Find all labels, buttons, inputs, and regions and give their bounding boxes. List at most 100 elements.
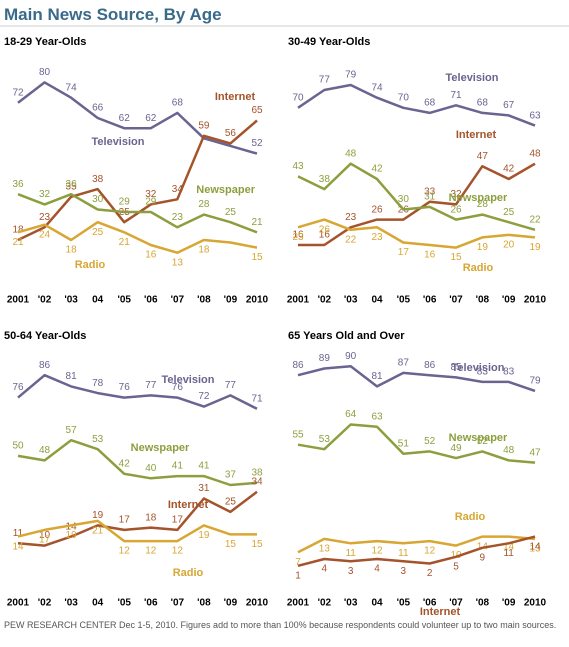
value-label: 89 (319, 353, 331, 364)
value-label: 21 (12, 237, 24, 248)
value-label: 1 (295, 570, 301, 581)
value-label: 86 (39, 360, 51, 371)
value-label: 83 (503, 367, 515, 378)
value-label: 3 (348, 566, 354, 577)
panel-title: 18-29 Year-Olds (4, 36, 86, 48)
series-name: Newspaper (449, 432, 508, 444)
series-line (297, 535, 536, 568)
series-name: Radio (463, 262, 494, 274)
value-label: 24 (39, 229, 51, 240)
series-name: Television (446, 72, 499, 84)
x-tick-label: 2010 (524, 295, 547, 306)
value-label: 14 (529, 541, 541, 552)
series-name: Newspaper (131, 442, 190, 454)
value-label: 62 (119, 113, 131, 124)
value-label: 38 (251, 467, 263, 478)
series-line (17, 81, 258, 155)
value-label: 74 (66, 82, 78, 93)
value-label: 26 (371, 204, 383, 215)
value-label: 68 (477, 98, 489, 109)
value-label: 30 (92, 194, 104, 205)
value-label: 16 (319, 230, 331, 241)
value-label: 12 (172, 546, 184, 557)
x-tick-label: '08 (197, 598, 211, 609)
value-label: 13 (319, 543, 331, 554)
value-label: 36 (66, 179, 78, 190)
value-label: 23 (371, 232, 383, 243)
value-label: 76 (172, 382, 184, 393)
value-label: 22 (345, 234, 357, 245)
value-label: 21 (119, 237, 131, 248)
value-label: 38 (319, 174, 331, 185)
value-label: 42 (371, 164, 383, 175)
series-line (17, 220, 258, 254)
value-label: 17 (39, 535, 51, 546)
value-label: 21 (92, 526, 104, 537)
value-label: 76 (119, 382, 131, 393)
value-label: 14 (66, 521, 78, 532)
value-label: 64 (345, 409, 357, 420)
x-tick-label: 2010 (524, 598, 547, 609)
series-line (297, 364, 536, 393)
value-label: 28 (477, 199, 489, 210)
value-label: 41 (172, 461, 184, 472)
value-label: 85 (450, 362, 462, 373)
x-tick-label: '02 (38, 598, 52, 609)
value-label: 32 (145, 189, 157, 200)
value-label: 81 (371, 371, 383, 382)
x-tick-label: 2001 (7, 295, 30, 306)
series-line (297, 218, 536, 249)
x-tick-label: 2001 (287, 295, 310, 306)
x-tick-label: 2010 (246, 598, 269, 609)
page-title: Main News Source, By Age (4, 5, 222, 24)
value-label: 22 (529, 214, 541, 225)
x-tick-label: 04 (371, 598, 383, 609)
value-label: 86 (424, 360, 436, 371)
series-name: Television (92, 136, 145, 148)
value-label: 14 (12, 541, 24, 552)
value-label: 11 (503, 548, 514, 559)
x-tick-label: 2010 (246, 295, 269, 306)
x-tick-label: '06 (423, 598, 437, 609)
x-tick-label: '07 (449, 598, 463, 609)
panel-title: 30-49 Year-Olds (288, 36, 370, 48)
value-label: 47 (529, 447, 541, 458)
value-label: 11 (13, 528, 24, 539)
value-label: 30 (398, 194, 410, 205)
value-label: 41 (198, 461, 210, 472)
value-label: 18 (66, 245, 78, 256)
value-label: 52 (477, 436, 489, 447)
series-line (17, 192, 258, 234)
series-line (17, 119, 258, 242)
series-line (17, 373, 258, 410)
value-label: 48 (503, 445, 515, 456)
value-label: 23 (172, 212, 184, 223)
value-label: 20 (503, 240, 515, 251)
value-label: 17 (172, 515, 184, 526)
x-tick-label: '07 (171, 598, 185, 609)
x-tick-label: '05 (117, 295, 131, 306)
value-label: 87 (398, 358, 410, 369)
value-label: 77 (319, 75, 331, 86)
value-label: 53 (92, 434, 104, 445)
value-label: 78 (92, 378, 104, 389)
series-name: Internet (215, 91, 256, 103)
value-label: 90 (345, 351, 357, 362)
value-label: 26 (319, 224, 331, 235)
value-label: 19 (477, 242, 489, 253)
x-tick-label: '02 (318, 295, 332, 306)
value-label: 68 (172, 98, 184, 109)
value-label: 79 (529, 376, 541, 387)
value-label: 15 (251, 539, 263, 550)
value-label: 77 (225, 380, 237, 391)
value-label: 2 (427, 568, 433, 579)
value-label: 29 (145, 197, 157, 208)
value-label: 67 (503, 100, 515, 111)
value-label: 12 (119, 546, 131, 557)
value-label: 42 (503, 164, 515, 175)
x-tick-label: 04 (92, 295, 104, 306)
value-label: 9 (480, 552, 486, 563)
value-label: 19 (92, 510, 104, 521)
value-label: 31 (424, 192, 436, 203)
x-tick-label: '02 (38, 295, 52, 306)
